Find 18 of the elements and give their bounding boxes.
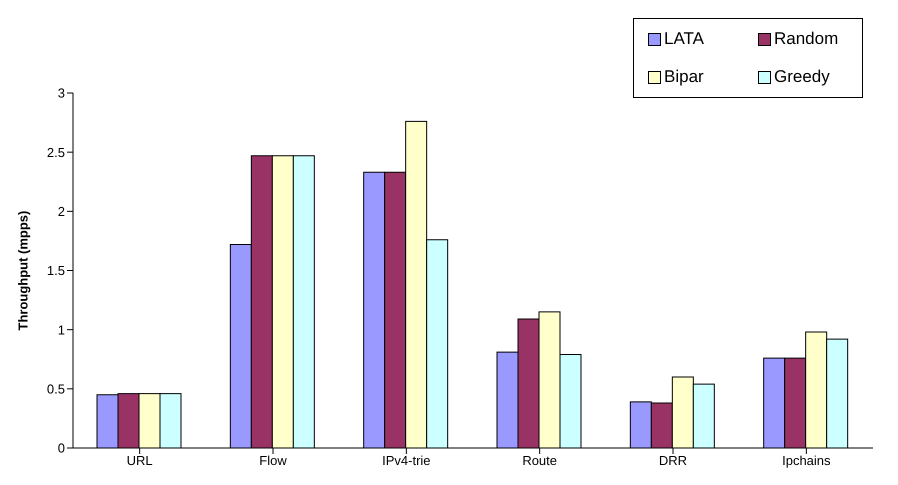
y-tick-label: 0 bbox=[58, 440, 65, 456]
y-tick-label: 2.5 bbox=[46, 144, 65, 160]
y-tick-label: 1 bbox=[58, 322, 65, 338]
legend-label: Bipar bbox=[664, 67, 704, 87]
x-tick-label: Route bbox=[522, 453, 558, 468]
x-tick-label: IPv4-trie bbox=[382, 453, 431, 468]
y-tick-label: 3 bbox=[58, 86, 65, 101]
x-tick-label: URL bbox=[126, 453, 153, 468]
y-axis-title: Throughput (mpps) bbox=[16, 210, 31, 330]
x-tick-label: Flow bbox=[259, 453, 288, 468]
y-tick-label: 0.5 bbox=[46, 381, 65, 396]
legend-label: Random bbox=[774, 29, 838, 49]
legend-label: LATA bbox=[664, 29, 704, 49]
y-tick-label: 1.5 bbox=[46, 263, 65, 278]
x-tick-label: DRR bbox=[658, 453, 688, 468]
x-tick-label: Ipchains bbox=[782, 453, 832, 468]
legend-label: Greedy bbox=[774, 67, 830, 87]
y-tick-label: 2 bbox=[58, 204, 65, 219]
